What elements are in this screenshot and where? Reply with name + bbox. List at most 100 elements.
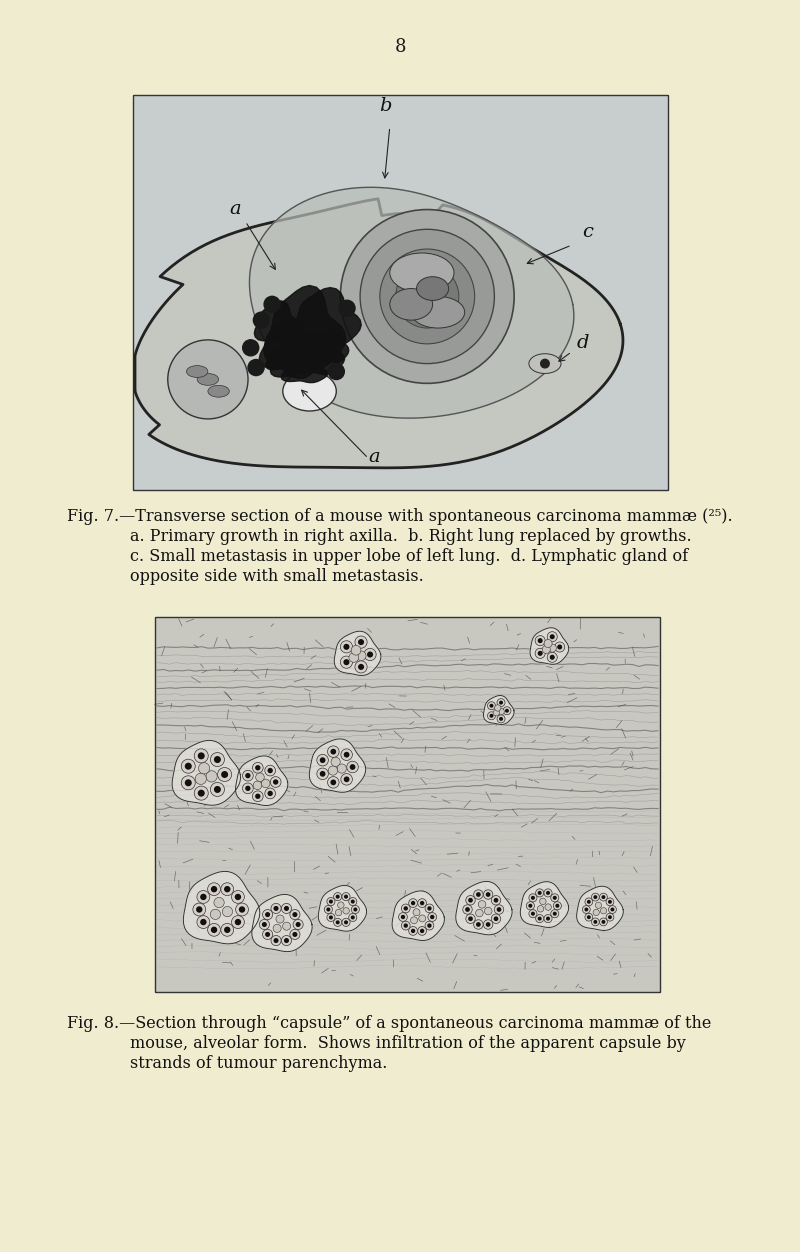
Circle shape <box>349 898 357 905</box>
Circle shape <box>344 776 350 782</box>
Circle shape <box>584 908 588 911</box>
Circle shape <box>222 906 233 916</box>
Polygon shape <box>270 346 318 378</box>
Circle shape <box>526 901 534 910</box>
Circle shape <box>328 766 338 775</box>
Circle shape <box>218 767 232 781</box>
Ellipse shape <box>529 354 561 373</box>
Circle shape <box>197 915 210 929</box>
Circle shape <box>499 701 503 705</box>
Polygon shape <box>456 881 512 935</box>
Circle shape <box>529 910 537 918</box>
Text: b: b <box>379 96 392 115</box>
Circle shape <box>420 929 424 933</box>
Circle shape <box>601 908 606 914</box>
Circle shape <box>487 701 495 710</box>
Circle shape <box>483 920 493 929</box>
Circle shape <box>224 886 230 893</box>
Circle shape <box>284 906 289 911</box>
Circle shape <box>253 791 263 801</box>
Circle shape <box>224 926 230 933</box>
Circle shape <box>554 901 562 910</box>
Circle shape <box>503 707 511 715</box>
Circle shape <box>402 921 410 930</box>
Circle shape <box>206 771 218 782</box>
Circle shape <box>494 905 504 914</box>
Circle shape <box>270 776 281 788</box>
Ellipse shape <box>390 288 433 321</box>
Circle shape <box>536 889 544 896</box>
Circle shape <box>550 655 554 660</box>
Polygon shape <box>530 627 569 665</box>
Circle shape <box>262 921 267 926</box>
Circle shape <box>544 889 552 896</box>
Circle shape <box>320 757 326 762</box>
Text: mouse, alveolar form.  Shows infiltration of the apparent capsule by: mouse, alveolar form. Shows infiltration… <box>130 1035 686 1052</box>
Circle shape <box>282 923 290 930</box>
Ellipse shape <box>208 386 230 397</box>
Polygon shape <box>235 756 288 805</box>
Circle shape <box>498 709 504 715</box>
Circle shape <box>340 209 514 383</box>
Circle shape <box>425 921 434 930</box>
Circle shape <box>587 915 590 919</box>
Circle shape <box>290 929 300 939</box>
Circle shape <box>198 790 205 796</box>
Circle shape <box>557 645 562 650</box>
Circle shape <box>550 635 554 640</box>
Circle shape <box>265 931 270 936</box>
Circle shape <box>351 905 359 914</box>
Circle shape <box>497 715 505 722</box>
Circle shape <box>331 757 340 766</box>
Circle shape <box>494 916 498 921</box>
Circle shape <box>602 895 606 899</box>
Text: a. Primary growth in right axilla.  b. Right lung replaced by growths.: a. Primary growth in right axilla. b. Ri… <box>130 528 692 545</box>
Circle shape <box>491 914 501 924</box>
Circle shape <box>292 911 298 918</box>
Circle shape <box>585 913 593 921</box>
Circle shape <box>327 776 339 788</box>
Circle shape <box>200 919 206 925</box>
Circle shape <box>208 883 221 895</box>
Circle shape <box>253 762 263 772</box>
Circle shape <box>242 770 254 781</box>
Circle shape <box>259 919 270 929</box>
Circle shape <box>418 926 426 935</box>
Circle shape <box>208 924 221 936</box>
Circle shape <box>339 300 355 317</box>
Circle shape <box>538 639 542 644</box>
Circle shape <box>499 717 503 721</box>
Circle shape <box>234 919 241 925</box>
Circle shape <box>591 893 599 901</box>
Circle shape <box>211 926 218 933</box>
Circle shape <box>282 935 291 945</box>
Circle shape <box>343 908 350 914</box>
Polygon shape <box>281 358 328 383</box>
Circle shape <box>531 895 535 900</box>
Circle shape <box>430 915 434 919</box>
Circle shape <box>486 923 490 926</box>
Circle shape <box>420 901 424 905</box>
Circle shape <box>497 699 505 706</box>
Circle shape <box>221 771 228 777</box>
Circle shape <box>418 915 426 921</box>
Circle shape <box>349 914 357 921</box>
Circle shape <box>402 904 410 913</box>
Circle shape <box>340 641 353 654</box>
Circle shape <box>196 906 202 913</box>
Ellipse shape <box>168 339 248 419</box>
Circle shape <box>336 920 340 924</box>
Circle shape <box>411 280 443 312</box>
Circle shape <box>555 904 559 908</box>
Text: d: d <box>577 334 590 352</box>
Circle shape <box>425 904 434 913</box>
Circle shape <box>248 359 264 376</box>
Circle shape <box>485 908 492 915</box>
Text: a: a <box>230 199 241 218</box>
Circle shape <box>468 898 473 903</box>
Circle shape <box>245 786 250 791</box>
Circle shape <box>200 894 206 900</box>
Circle shape <box>328 363 344 379</box>
Circle shape <box>466 914 475 924</box>
Circle shape <box>273 924 281 933</box>
